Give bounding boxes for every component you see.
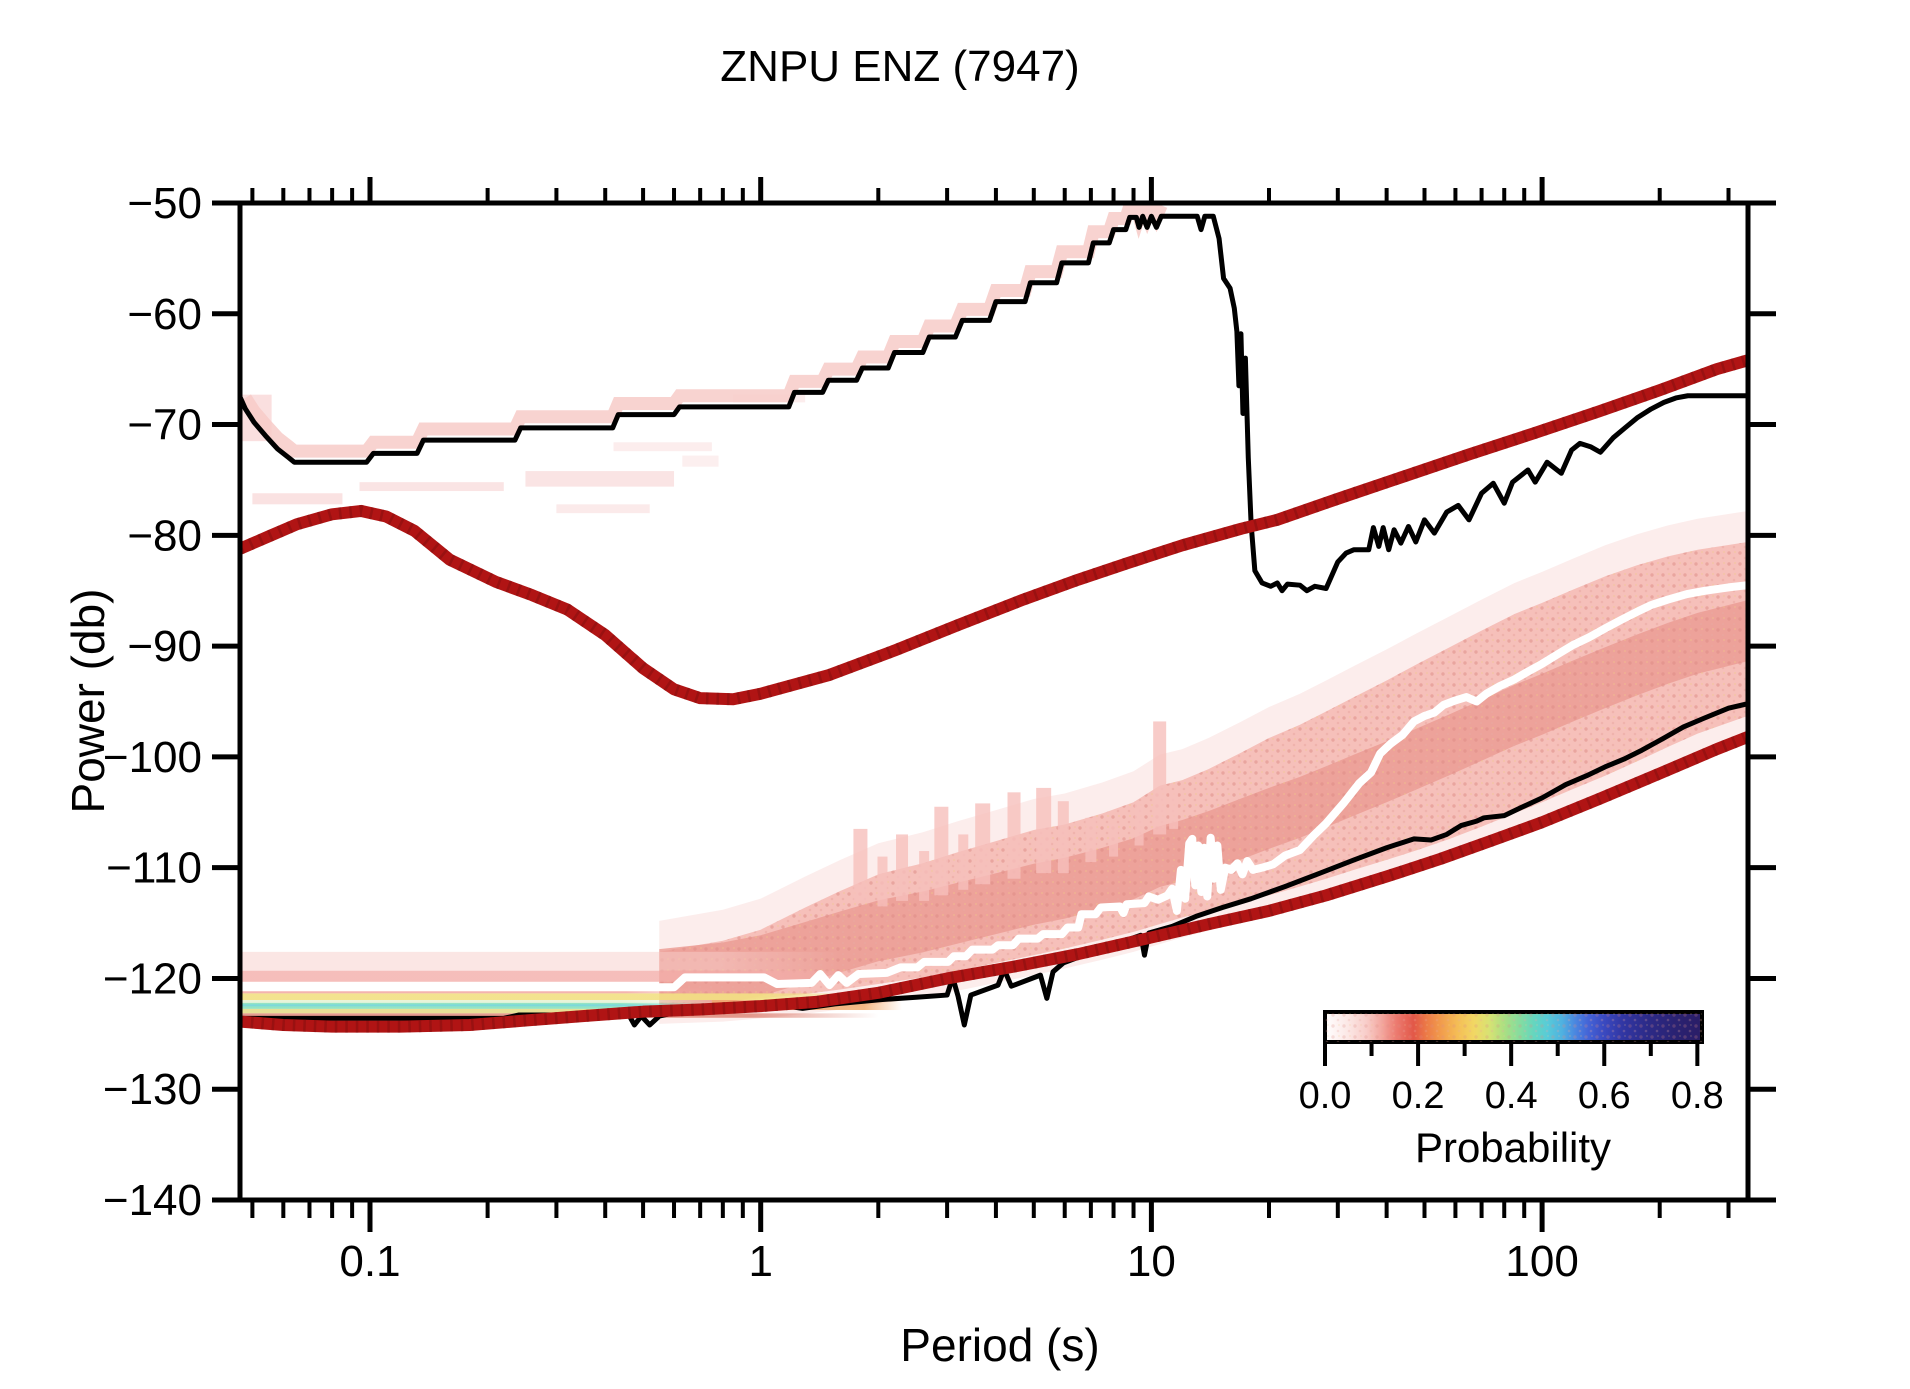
x-tick-label: 10 [1127, 1237, 1176, 1286]
colorbar-tick-label: 0.6 [1578, 1075, 1631, 1117]
pdf-spike [1169, 790, 1179, 829]
plot-title: ZNPU ENZ (7947) [720, 42, 1080, 91]
pdf-spike [1085, 817, 1097, 863]
pdf-spike [896, 834, 909, 901]
pdf-spike [958, 834, 969, 890]
pdf-spike [919, 851, 930, 901]
y-axis-title: Power (db) [62, 588, 114, 814]
pdf-spike [1057, 801, 1069, 874]
y-tick-label: −80 [127, 511, 202, 560]
x-tick-label: 100 [1505, 1237, 1578, 1286]
y-tick-label: −70 [127, 401, 202, 450]
y-tick-label: −130 [103, 1065, 202, 1114]
pdf-smudge [525, 471, 675, 487]
pdf-rainbow-strip [240, 1000, 719, 1003]
pdf-spike [877, 856, 888, 907]
pdf-rainbow-strip [240, 993, 895, 1001]
pdf-smudge [613, 442, 712, 452]
max-psd-curve [240, 213, 1748, 594]
x-axis-ticks: 0.1 1 10 100 [250, 177, 1731, 1286]
colorbar-title: Probability [1414, 1124, 1612, 1171]
pdf-spike [1109, 823, 1119, 857]
pdf-density-texture [659, 541, 1748, 1004]
colorbar-tick-label: 0.4 [1485, 1075, 1538, 1117]
pdf-spike [1153, 721, 1167, 835]
x-tick-label: 0.1 [339, 1237, 400, 1286]
low-noise-model-curve [240, 730, 1748, 1033]
y-tick-label: −60 [127, 290, 202, 339]
pdf-spike [1134, 801, 1144, 846]
colorbar-tick-label: 0.8 [1671, 1075, 1724, 1117]
x-tick-label: 1 [748, 1237, 772, 1286]
y-tick-label: −90 [127, 622, 202, 671]
pdf-rainbow-strip [240, 951, 841, 971]
pdf-smudge [682, 455, 719, 467]
pdf-rainbow-strip [240, 1004, 710, 1007]
y-tick-label: −120 [103, 954, 202, 1003]
pdf-spike [853, 828, 868, 901]
pdf-spike [1036, 787, 1052, 874]
high-noise-model-curve-texture [240, 354, 1748, 706]
pdf-smudge [252, 493, 343, 505]
x-axis-title: Period (s) [900, 1319, 1100, 1371]
plot-content [240, 203, 1748, 1033]
colorbar: 0.0 0.2 0.4 0.6 0.8 [1299, 1010, 1724, 1117]
pdf-spike [975, 803, 991, 885]
y-tick-label: −110 [106, 844, 202, 893]
pdf-smudge [556, 504, 650, 514]
y-tick-label: −50 [127, 179, 202, 228]
pdf-rainbow-strip [240, 1008, 723, 1014]
y-tick-label: −140 [103, 1176, 202, 1225]
y-axis-ticks: −50 −60 −70 −80 −90 −100 −110 −120 −130 −140 [103, 179, 1776, 1225]
pdf-smudge [359, 482, 504, 492]
mode-psd-curve [240, 581, 1748, 992]
colorbar-tick-label: 0.0 [1299, 1075, 1352, 1117]
colorbar-tick-label: 0.2 [1392, 1075, 1445, 1117]
y-tick-label: −100 [103, 733, 202, 782]
pdf-film-above-max [240, 203, 1168, 458]
pdf-rainbow-strip [240, 970, 903, 982]
pdf-spike [1007, 792, 1021, 879]
pdf-spike [934, 806, 949, 896]
